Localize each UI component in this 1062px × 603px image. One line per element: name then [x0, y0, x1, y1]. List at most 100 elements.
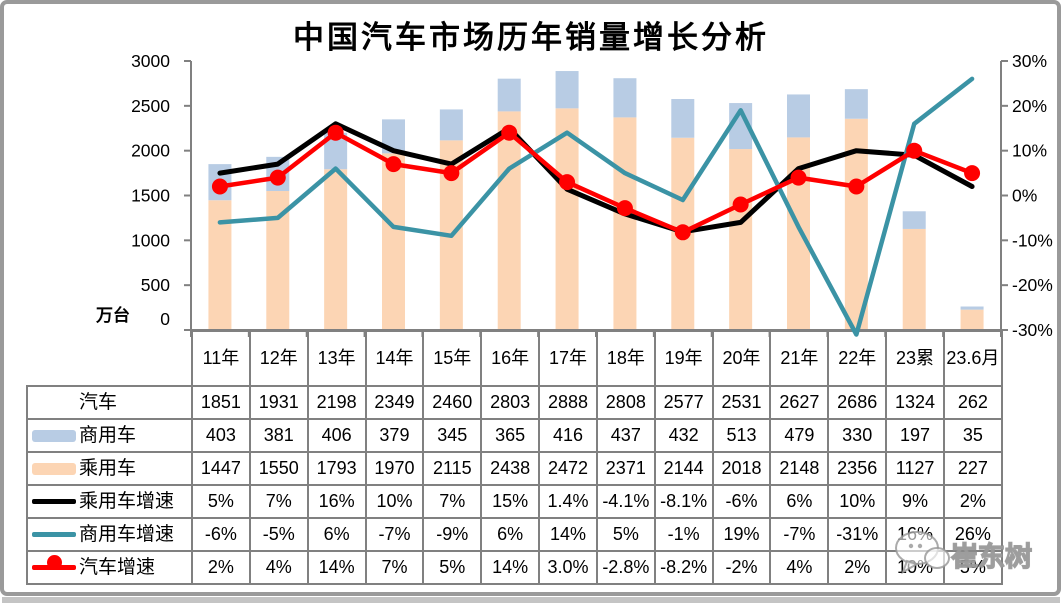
bar-passenger	[324, 169, 348, 330]
marker-auto-growth	[906, 142, 923, 159]
table-cell: 19%	[711, 517, 772, 552]
bar-passenger	[497, 111, 521, 330]
table-cell: 14%	[306, 550, 367, 585]
table-cell: -6%	[711, 484, 772, 519]
y-right-tick-label: -10%	[1012, 230, 1053, 250]
table-header-cell: 23累	[885, 330, 945, 387]
table-cell: 6%	[769, 484, 830, 519]
table-row: 商用车增速 -6% -5% 6% -7% -9% 6% 14% 5% -1% 19% -7% -31% 1…	[26, 517, 1003, 552]
table-cell: 4%	[248, 550, 309, 585]
data-table: 11年 12年 13年 14年 15年 16年 17年 18年 19年 20年 21年 22年 23累 2…	[26, 330, 1003, 585]
table-cell: 416	[538, 418, 598, 453]
frame-bottom-band	[2, 597, 1060, 603]
table-cell: -2.8%	[595, 550, 656, 585]
bar-commercial	[729, 103, 753, 150]
table-cell: 2460	[422, 385, 483, 420]
line-passenger-growth	[217, 121, 975, 235]
legend-marker-dot	[46, 555, 62, 570]
y-right-tick-label: 0%	[1012, 186, 1037, 206]
table-header-cell: 19年	[653, 330, 714, 387]
table-cell: 5%	[422, 550, 483, 585]
table-cell: 4%	[769, 550, 830, 585]
bar-passenger	[266, 191, 290, 330]
table-cell: 35	[942, 418, 1003, 453]
bar-commercial	[382, 119, 405, 154]
y-left-tick-label: 1000	[131, 230, 170, 250]
table-cell: 2808	[595, 385, 656, 420]
bar-passenger	[555, 108, 579, 331]
table-cell: 1970	[364, 451, 425, 486]
table-header-cell: 17年	[538, 330, 598, 387]
table-header-cell: 18年	[595, 330, 656, 387]
bar-commercial	[671, 99, 695, 138]
table-cell: 406	[306, 418, 367, 453]
table-cell: 1127	[885, 451, 945, 486]
y-left-tick-label: 2000	[131, 141, 170, 161]
table-cell: 7%	[364, 550, 425, 585]
table-cell: 2577	[653, 385, 714, 420]
table-header-cell: 16年	[480, 330, 541, 387]
bar-passenger	[844, 118, 868, 330]
table-cell: 9%	[885, 484, 945, 519]
table-cell: 432	[653, 418, 714, 453]
table-header-cell: 15年	[422, 330, 483, 387]
table-cell: 5%	[942, 550, 1003, 585]
table-cell: 513	[711, 418, 772, 453]
table-row: 汽车 1851 1931 2198 2349 2460 2803 2888 2808 2577 25…	[26, 385, 1003, 420]
table-cell: 2803	[480, 385, 541, 420]
marker-auto-growth	[964, 165, 981, 182]
table-cell: 2148	[769, 451, 830, 486]
marker-auto-growth	[211, 178, 228, 195]
table-cell: 2371	[595, 451, 656, 486]
bar-passenger	[382, 153, 405, 330]
table-cell: 2%	[191, 550, 251, 585]
table-cell: 2%	[827, 550, 888, 585]
table-cell: 2356	[827, 451, 888, 486]
table-cell: 7%	[248, 484, 309, 519]
table-cell: -8.2%	[653, 550, 714, 585]
table-cell: 6%	[306, 517, 367, 552]
y-right-tick-label: -20%	[1012, 275, 1053, 295]
table-cell: 197	[885, 418, 945, 453]
table-cell: 5%	[595, 517, 656, 552]
table-cell: 10%	[885, 550, 945, 585]
y-left-tick-label: 2500	[131, 96, 170, 116]
table-cell: 14%	[538, 517, 598, 552]
bar-commercial	[902, 211, 926, 229]
bar-commercial	[960, 306, 984, 310]
marker-auto-growth	[732, 196, 749, 213]
bar-passenger	[787, 137, 810, 330]
table-cell: 1793	[306, 451, 367, 486]
series-label: 汽车增速	[79, 556, 156, 578]
table-cell: 7%	[422, 484, 483, 519]
table-header-cell: 22年	[827, 330, 888, 387]
table-row: 乘用车增速 5% 7% 16% 10% 7% 15% 1.4% -4.1% -8.1% -6% 6% 1…	[26, 484, 1003, 519]
y-left-tick-label: 1500	[131, 186, 170, 206]
legend-swatch-bar	[32, 462, 76, 475]
table-cell: 2627	[769, 385, 830, 420]
table-cell: 1324	[885, 385, 945, 420]
chart-title: 中国汽车市场历年销量增长分析	[293, 20, 769, 55]
series-label-cell: 商用车	[26, 418, 193, 453]
table-cell: 2686	[827, 385, 888, 420]
line-auto-growth	[217, 130, 975, 235]
table-cell: 1.4%	[538, 484, 598, 519]
y-axis-unit-label: 万台	[96, 306, 130, 325]
legend-swatch-line	[32, 499, 76, 504]
table-cell: -7%	[769, 517, 830, 552]
series-label-cell: 商用车增速	[26, 517, 193, 552]
table-cell: 6%	[480, 517, 541, 552]
table-cell: 365	[480, 418, 541, 453]
table-cell: 2144	[653, 451, 714, 486]
table-cell: 2198	[306, 385, 367, 420]
y-left-tick-label: 0	[160, 309, 170, 329]
table-header-cell: 23.6月	[942, 330, 1003, 387]
marker-auto-growth	[327, 124, 344, 141]
bar-passenger	[960, 309, 984, 330]
bar-commercial	[844, 89, 868, 119]
table-cell: 330	[827, 418, 888, 453]
table-cell: 262	[942, 385, 1003, 420]
table-cell: 5%	[191, 484, 251, 519]
table-corner	[27, 331, 192, 386]
table-header-cell: 21年	[769, 330, 830, 387]
